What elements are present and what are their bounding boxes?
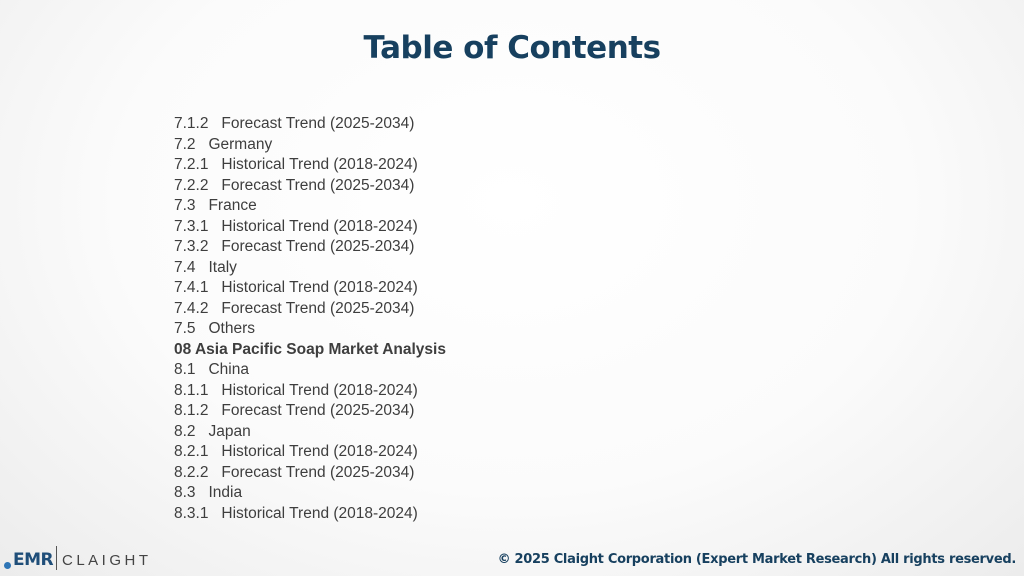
toc-entry: 7.2.2 Forecast Trend (2025-2034)	[174, 176, 415, 194]
logo-divider	[56, 546, 57, 570]
toc-entry: 8.3.1 Historical Trend (2018-2024)	[174, 504, 418, 522]
logo-emr-text: EMR	[13, 550, 54, 570]
toc-entry: 7.4 Italy	[174, 258, 237, 276]
toc-section-heading: 08 Asia Pacific Soap Market Analysis	[174, 340, 446, 358]
toc-entry: 7.3 France	[174, 197, 257, 214]
toc-entry: 8.2.2 Forecast Trend (2025-2034)	[174, 463, 415, 481]
toc-entry: 7.4.2 Forecast Trend (2025-2034)	[174, 299, 415, 317]
toc-entry: 8.1.2 Forecast Trend (2025-2034)	[174, 402, 415, 419]
toc-entry: 7.2 Germany	[174, 135, 273, 153]
toc-entry: 7.3.2 Forecast Trend (2025-2034)	[174, 238, 415, 255]
page-title: Table of Contents	[363, 30, 661, 66]
toc-entry: 7.4.1 Historical Trend (2018-2024)	[174, 279, 418, 296]
emr-claight-logo: EMR CLAIGHT	[4, 544, 154, 572]
toc-entry: 7.1.2 Forecast Trend (2025-2034)	[174, 115, 415, 132]
toc-entry: 8.1.1 Historical Trend (2018-2024)	[174, 381, 418, 399]
toc-entry: 8.2 Japan	[174, 422, 251, 440]
toc-entry: 8.1 China	[174, 361, 249, 378]
toc-entry: 7.3.1 Historical Trend (2018-2024)	[174, 217, 418, 235]
toc-entry: 8.2.1 Historical Trend (2018-2024)	[174, 443, 418, 460]
toc-entry: 7.5 Others	[174, 320, 255, 337]
logo-dot-icon	[4, 562, 11, 569]
copyright-notice: © 2025 Claight Corporation (Expert Marke…	[497, 552, 1017, 567]
toc-entry: 7.2.1 Historical Trend (2018-2024)	[174, 156, 418, 173]
toc-entry: 8.3 India	[174, 484, 243, 501]
logo-claight-text: CLAIGHT	[62, 552, 152, 569]
table-of-contents-list: 7.1.2 Forecast Trend (2025-2034) 7.2 Germ…	[174, 114, 446, 524]
